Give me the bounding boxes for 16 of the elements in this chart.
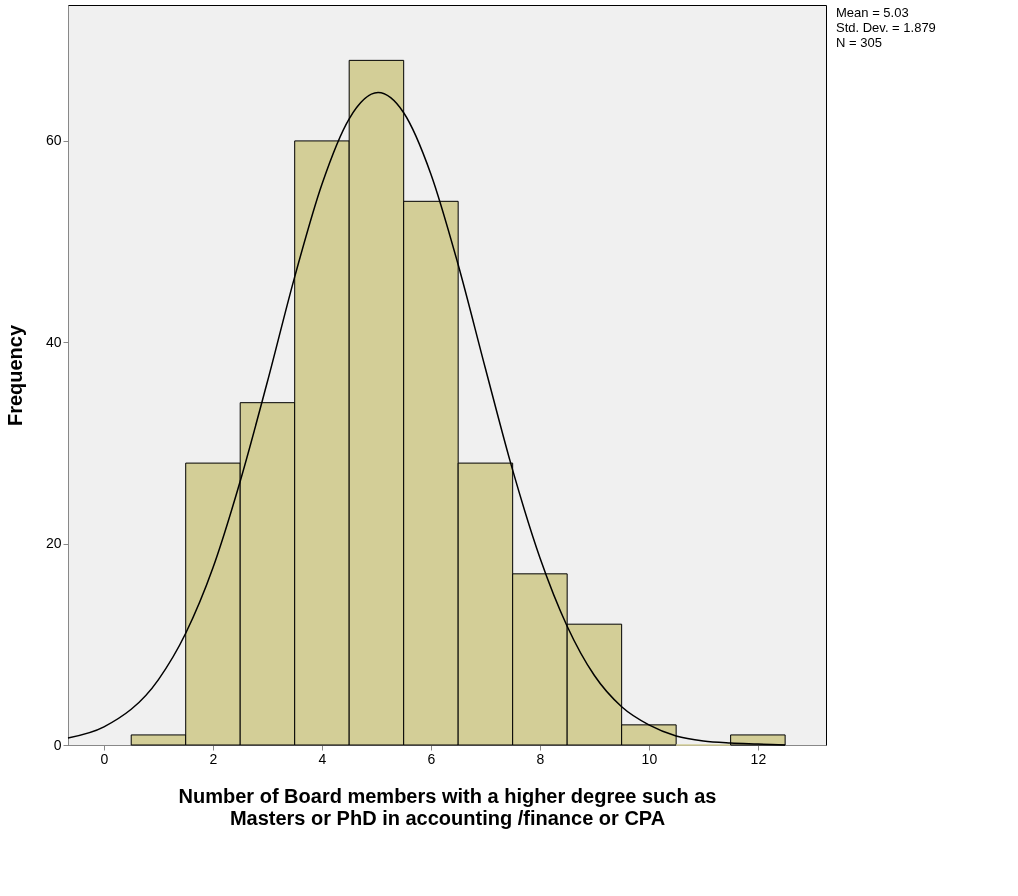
y-tick-label: 0	[53, 736, 62, 753]
x-tick-label: 2	[209, 750, 218, 767]
y-axis-title: Frequency	[3, 324, 26, 427]
x-tick-label: 10	[641, 750, 658, 767]
x-tick-label: 8	[536, 750, 545, 767]
y-tick-label: 20	[45, 535, 62, 552]
x-tick-label: 0	[100, 750, 109, 767]
x-tick-label: 12	[750, 750, 767, 767]
y-tick-label: 60	[45, 132, 62, 149]
text: Mean = 5.03	[836, 5, 909, 20]
text: Std. Dev. = 1.879	[836, 20, 936, 35]
y-tick-label: 40	[45, 333, 62, 350]
x-tick-label: 6	[427, 750, 436, 767]
x-axis-title: Number of Board members with a higher degree such as Masters or PhD in accounting /finance or CPA	[178, 784, 717, 829]
text: N = 305	[836, 35, 882, 50]
x-tick-label: 4	[318, 750, 327, 767]
